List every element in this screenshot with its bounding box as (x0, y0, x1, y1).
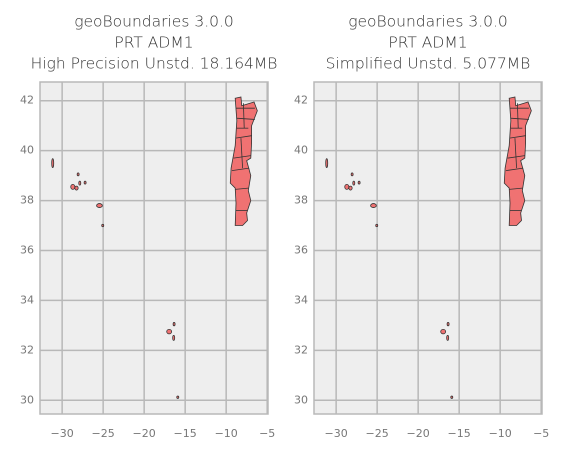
island (325, 158, 329, 169)
y-tick-label: 34 (294, 293, 308, 306)
island (176, 395, 180, 399)
island (348, 185, 353, 191)
y-tick-label: 30 (20, 393, 34, 406)
island (440, 328, 447, 335)
island (96, 203, 103, 208)
y-tick-label: 42 (294, 94, 308, 107)
island (450, 395, 454, 399)
x-tick-label: −5 (533, 427, 549, 440)
y-tick-label: 30 (294, 393, 308, 406)
x-tick-label: −30 (325, 427, 348, 440)
panel-title: PRT ADM1 (114, 34, 193, 52)
region-border (509, 187, 523, 190)
island (172, 321, 176, 327)
region-border (240, 138, 243, 169)
x-tick-label: −15 (448, 427, 471, 440)
island (352, 180, 356, 186)
region-border (514, 138, 517, 169)
region-border (231, 167, 250, 172)
region-border (505, 167, 524, 172)
x-tick-label: −10 (215, 427, 238, 440)
panel-title: High Precision Unstd. 18.164MB (31, 55, 278, 73)
region-border (509, 135, 526, 139)
island (76, 172, 80, 177)
island (70, 183, 76, 190)
x-tick-label: −25 (366, 427, 389, 440)
island (375, 223, 379, 228)
plot-area (313, 81, 543, 415)
island (172, 334, 176, 341)
island (166, 328, 173, 335)
y-tick-label: 38 (20, 194, 34, 207)
x-tick-label: −20 (407, 427, 430, 440)
y-tick-label: 36 (294, 243, 308, 256)
island (350, 172, 354, 177)
region-border (242, 103, 245, 129)
y-tick-label: 34 (20, 293, 34, 306)
region-border (236, 117, 255, 120)
panel-title: PRT ADM1 (388, 34, 467, 52)
island (357, 180, 361, 185)
island (344, 183, 350, 190)
region-border (235, 187, 249, 190)
region (229, 96, 258, 226)
region-border (510, 117, 529, 120)
island (51, 158, 55, 169)
island (78, 180, 82, 186)
y-tick-label: 42 (20, 94, 34, 107)
y-tick-label: 38 (294, 194, 308, 207)
island (101, 223, 105, 228)
y-tick-label: 40 (20, 144, 34, 157)
region (503, 96, 532, 226)
y-tick-label: 32 (294, 343, 308, 356)
panel-title: geoBoundaries 3.0.0 (348, 13, 508, 31)
x-tick-label: −15 (174, 427, 197, 440)
region-border (235, 135, 252, 139)
island (370, 203, 377, 208)
panel-title: Simplified Unstd. 5.077MB (326, 55, 531, 73)
island (446, 334, 450, 341)
x-tick-label: −10 (489, 427, 512, 440)
y-tick-label: 32 (20, 343, 34, 356)
y-tick-label: 40 (294, 144, 308, 157)
panel-title: geoBoundaries 3.0.0 (74, 13, 234, 31)
x-tick-label: −25 (92, 427, 115, 440)
plot-area (39, 81, 269, 415)
island (74, 185, 79, 191)
island (83, 180, 87, 185)
x-tick-label: −30 (51, 427, 74, 440)
x-tick-label: −5 (259, 427, 275, 440)
island (446, 321, 450, 327)
y-tick-label: 36 (20, 243, 34, 256)
x-tick-label: −20 (133, 427, 156, 440)
region-border (516, 103, 519, 129)
